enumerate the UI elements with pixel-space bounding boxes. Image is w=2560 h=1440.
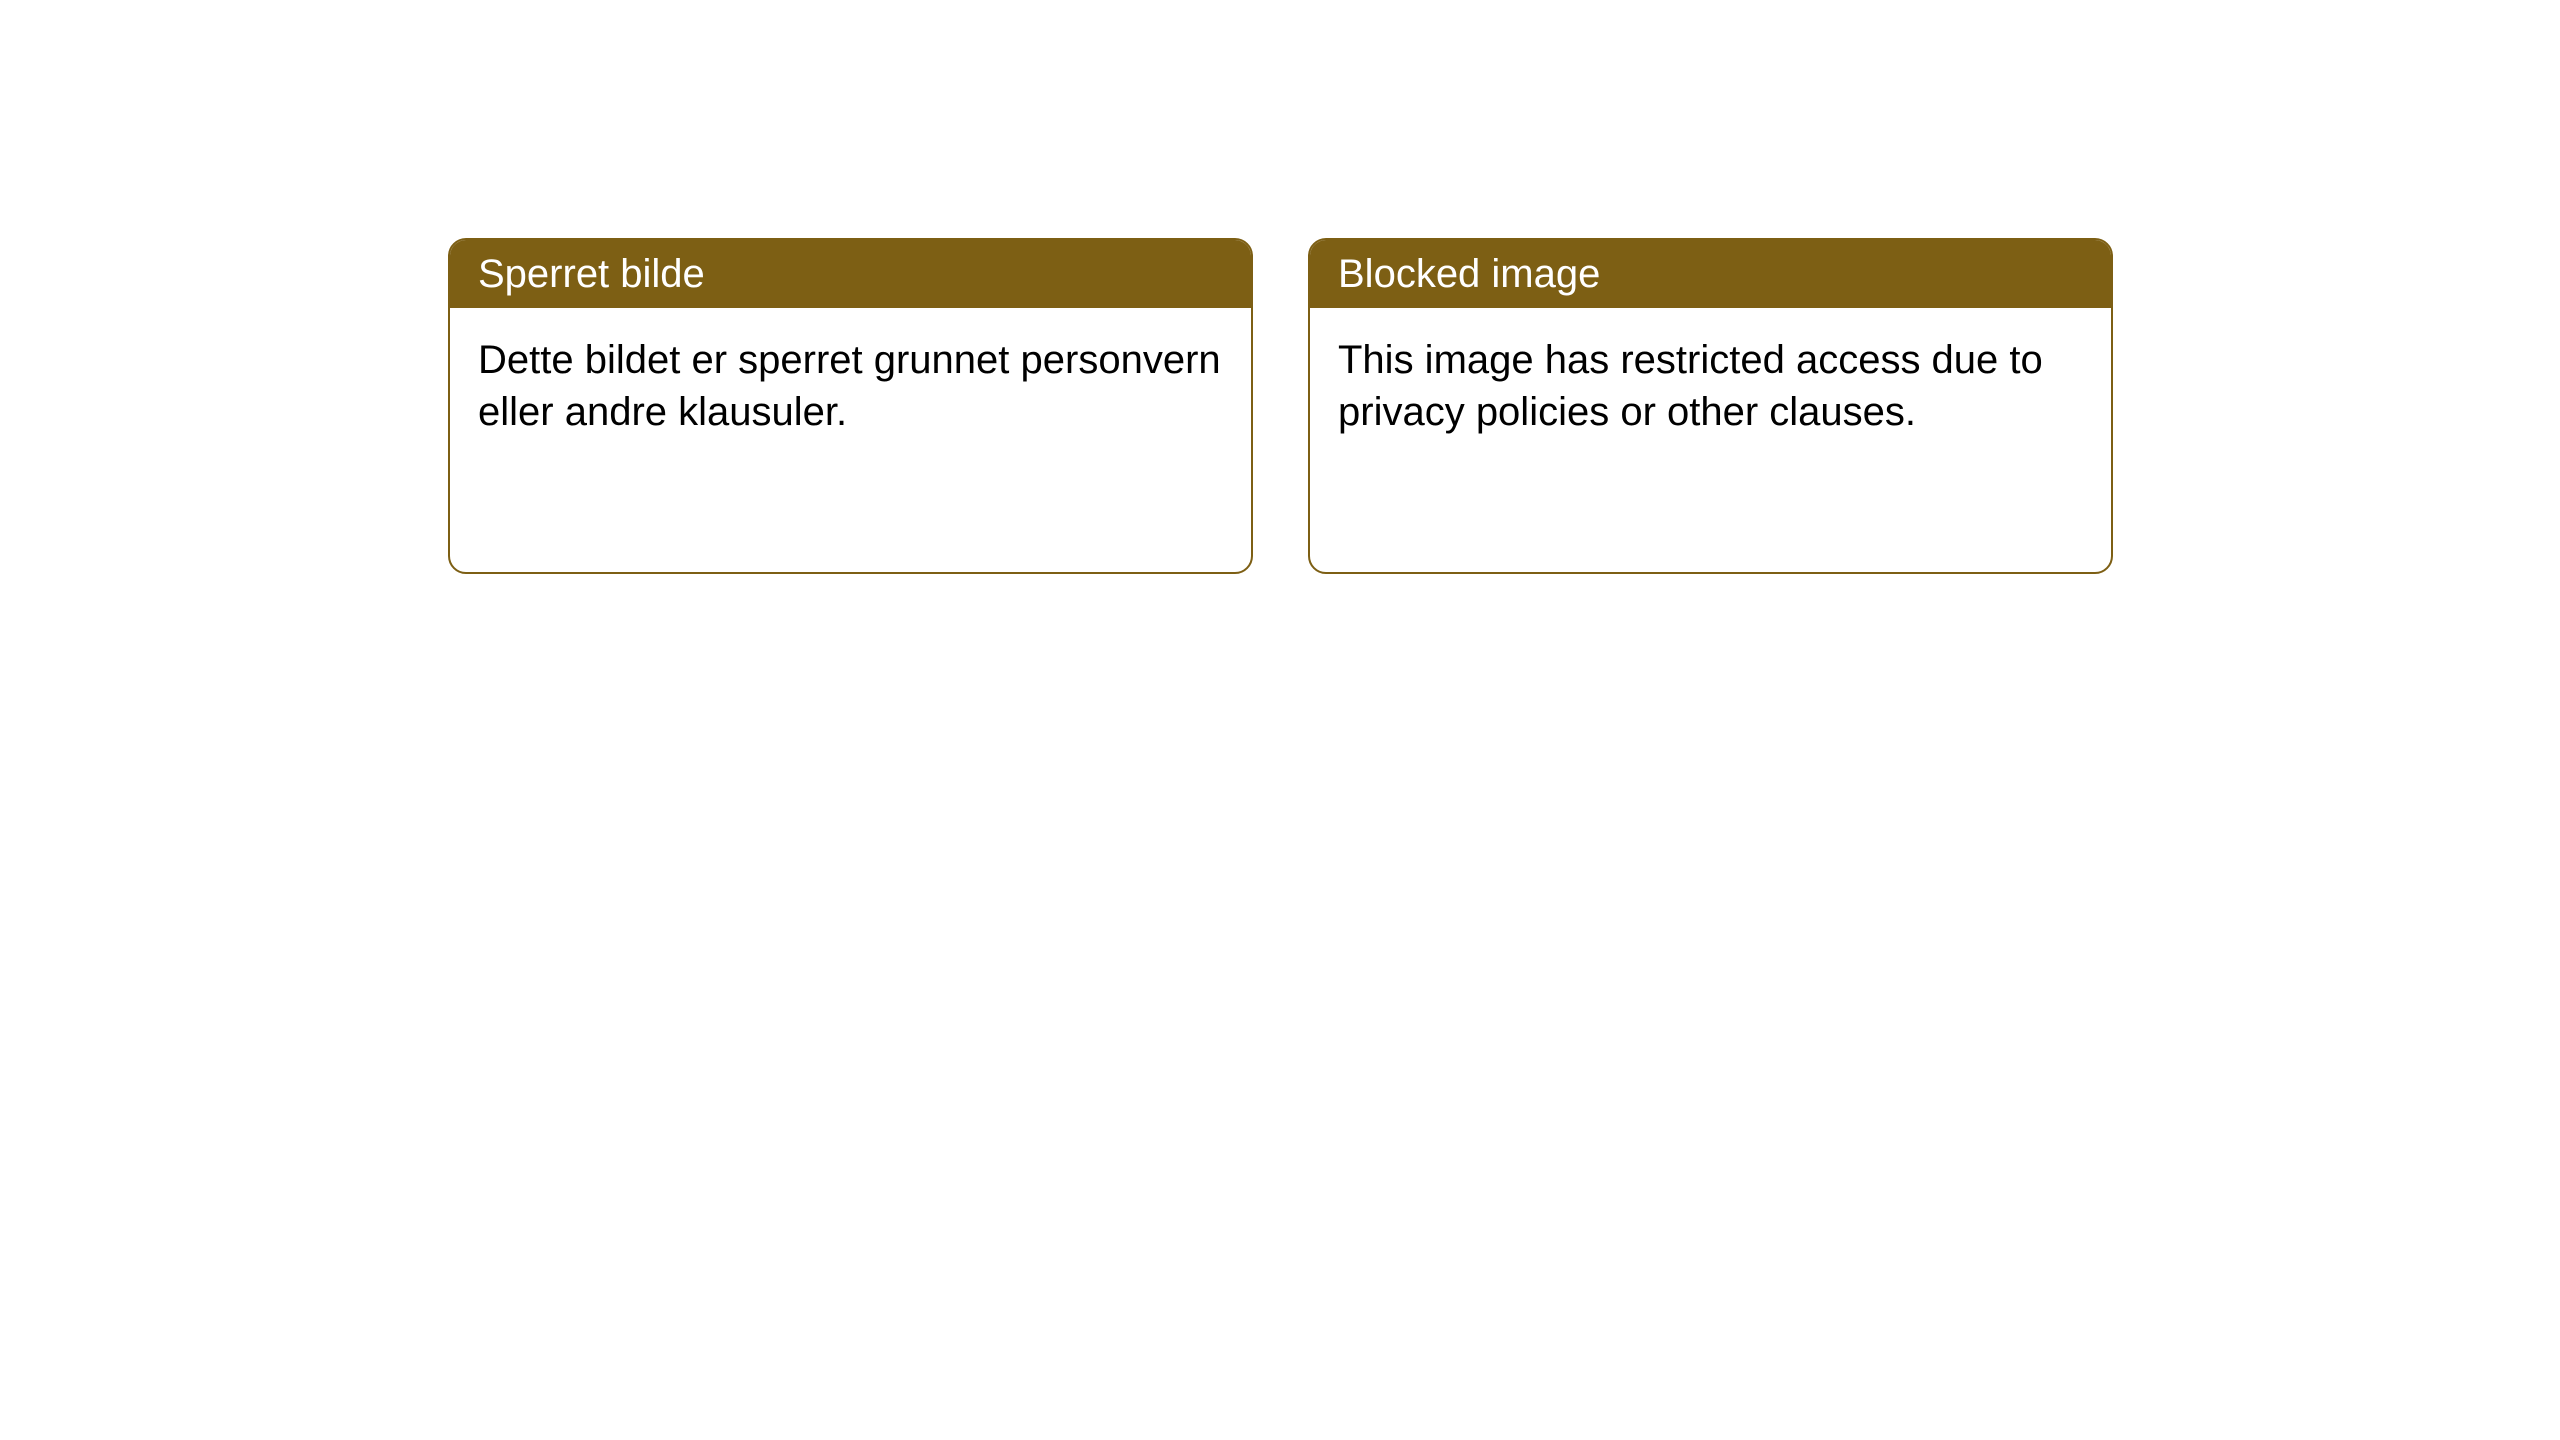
card-body-text: Dette bildet er sperret grunnet personve… <box>450 308 1251 464</box>
card-title: Blocked image <box>1310 240 2111 308</box>
cards-container: Sperret bilde Dette bildet er sperret gr… <box>0 0 2560 574</box>
blocked-image-card-en: Blocked image This image has restricted … <box>1308 238 2113 574</box>
card-title: Sperret bilde <box>450 240 1251 308</box>
blocked-image-card-no: Sperret bilde Dette bildet er sperret gr… <box>448 238 1253 574</box>
card-body-text: This image has restricted access due to … <box>1310 308 2111 464</box>
